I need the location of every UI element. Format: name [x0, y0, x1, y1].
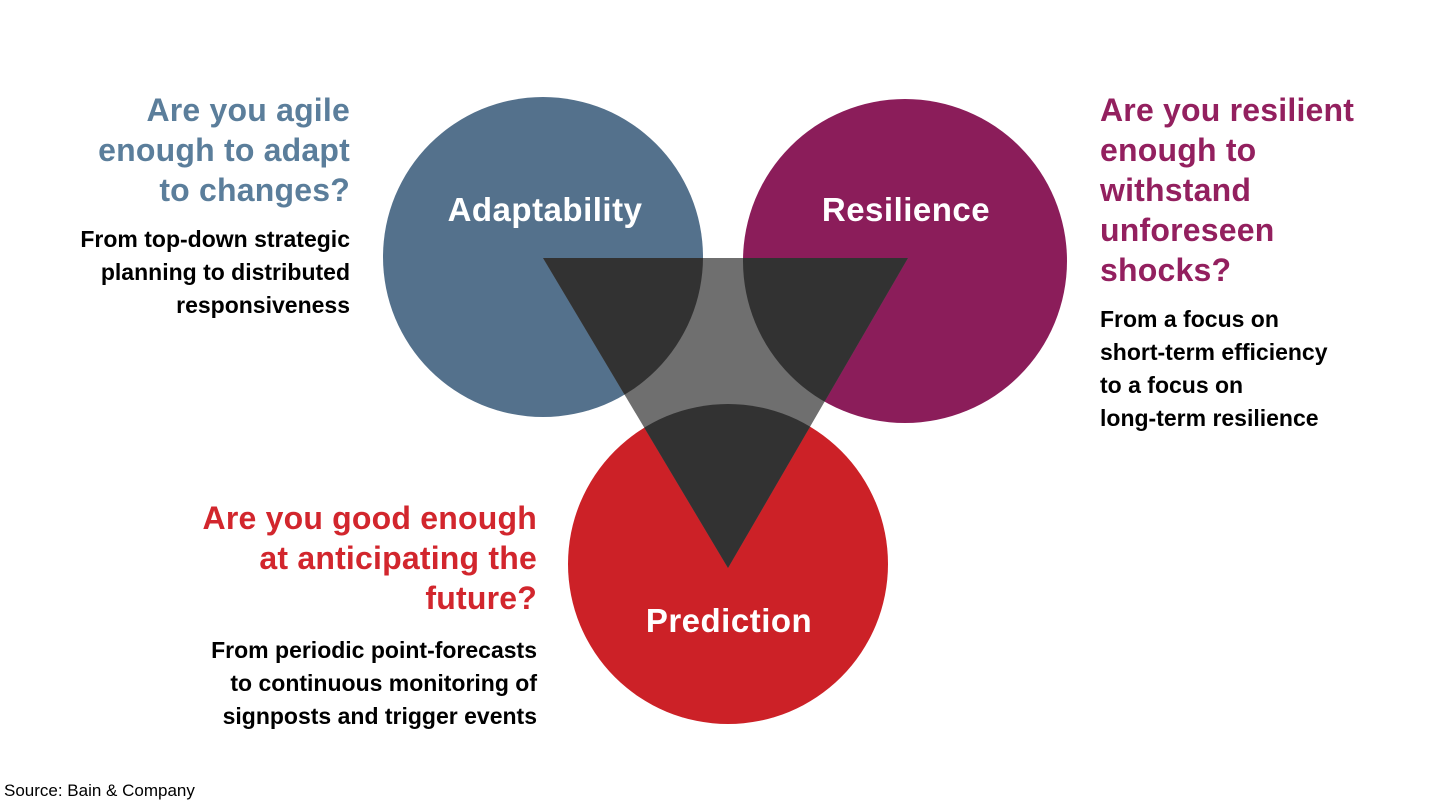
triangle-overlap-prediction	[568, 404, 888, 568]
heading-line: shocks?	[1100, 252, 1232, 288]
prediction-question: Are you good enough at anticipating the …	[140, 498, 537, 618]
heading-line: enough to adapt	[98, 132, 350, 168]
heading-line: Are you good enough	[202, 500, 537, 536]
heading-line: unforeseen	[1100, 212, 1275, 248]
body-line: signposts and trigger events	[222, 703, 537, 729]
adaptability-description: From top-down strategic planning to dist…	[40, 223, 350, 322]
adaptability-circle-label: Adaptability	[447, 191, 643, 228]
body-line: short-term efficiency	[1100, 339, 1328, 365]
source-attribution: Source: Bain & Company	[4, 781, 195, 800]
prediction-circle-label: Prediction	[645, 602, 813, 639]
triangle-overlap-resilience	[743, 258, 908, 423]
annotation-resilience: Are you resilient enough to withstand un…	[1100, 90, 1430, 435]
body-line: planning to distributed	[100, 259, 350, 285]
prediction-description: From periodic point-forecasts to continu…	[140, 634, 537, 733]
heading-line: Are you resilient	[1100, 92, 1355, 128]
body-line: to a focus on	[1100, 372, 1244, 398]
resilience-description: From a focus on short-term efficiency to…	[1100, 303, 1430, 435]
heading-line: withstand	[1100, 172, 1252, 208]
adaptability-question: Are you agile enough to adapt to changes…	[40, 90, 350, 210]
body-line: From top-down strategic	[80, 226, 350, 252]
resilience-circle-label: Resilience	[821, 191, 991, 228]
heading-line: at anticipating the future?	[259, 540, 537, 616]
triangle-overlap-adaptability	[543, 258, 703, 417]
body-line: responsiveness	[176, 292, 350, 318]
heading-line: enough to	[1100, 132, 1257, 168]
resilience-question: Are you resilient enough to withstand un…	[1100, 90, 1430, 290]
body-line: From periodic point-forecasts	[211, 637, 537, 663]
annotation-prediction: Are you good enough at anticipating the …	[140, 498, 537, 733]
heading-line: to changes?	[159, 172, 350, 208]
heading-line: Are you agile	[146, 92, 350, 128]
annotation-adaptability: Are you agile enough to adapt to changes…	[40, 90, 350, 322]
body-line: long-term resilience	[1100, 405, 1319, 431]
body-line: From a focus on	[1100, 306, 1279, 332]
body-line: to continuous monitoring of	[230, 670, 537, 696]
